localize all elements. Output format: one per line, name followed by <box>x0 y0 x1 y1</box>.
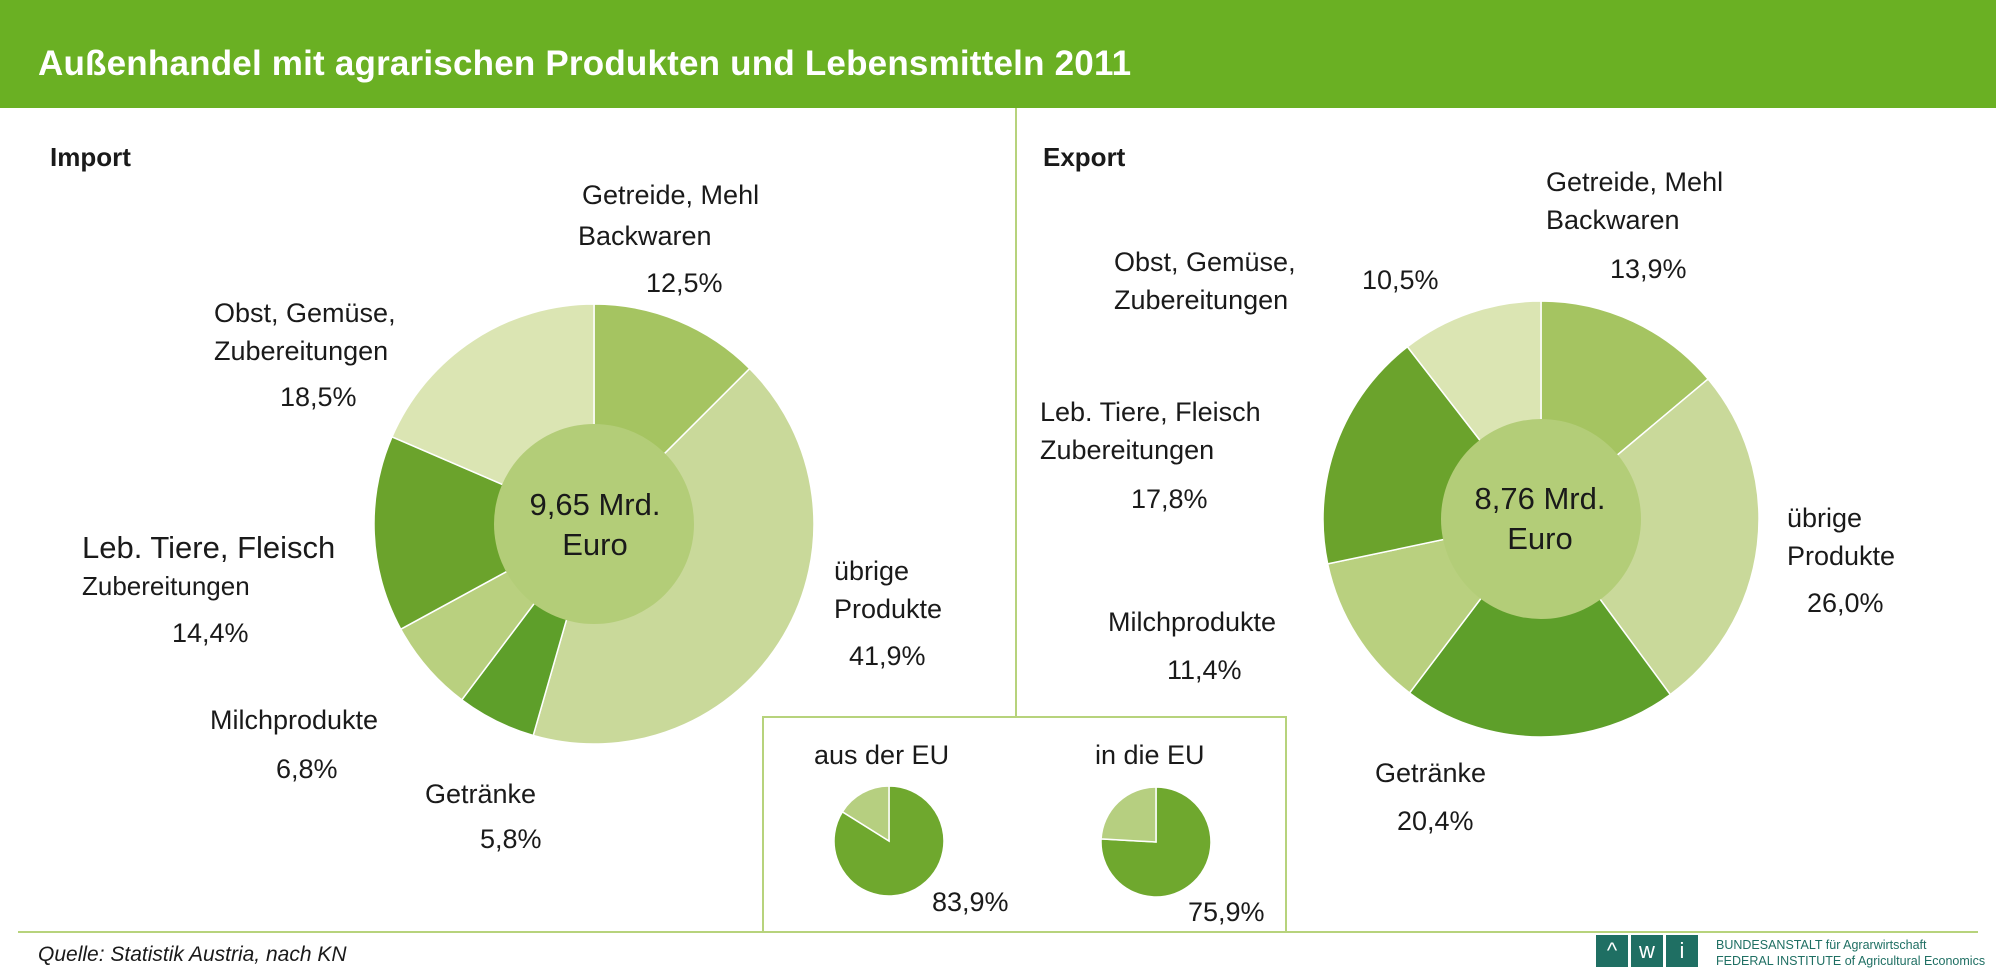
logo-mark-2: w <box>1631 935 1663 967</box>
export-label-obst-line2: Zubereitungen <box>1114 285 1289 315</box>
eu-box-top <box>762 716 1287 718</box>
export-total-label: 8,76 Mrd. Euro <box>1420 479 1660 559</box>
import-label-fleisch-line1: Leb. Tiere, Fleisch <box>82 530 336 565</box>
logo-line2-a: FEDERAL INSTITUTE <box>1716 954 1842 968</box>
export-pct-getreide: 13,9% <box>1610 254 1687 284</box>
eu-import-title: aus der EU <box>814 740 950 770</box>
import-pct-milch: 6,8% <box>276 754 338 784</box>
import-total-unit: Euro <box>562 527 628 562</box>
eu-box-right <box>1285 716 1287 932</box>
eu-export-pie-non-eu <box>1100 786 1157 843</box>
export-label-getreide-line1: Getreide, Mehl <box>1546 167 1724 197</box>
page-title: Außenhandel mit agrarischen Produkten un… <box>38 44 1132 83</box>
export-label-fleisch-line1: Leb. Tiere, Fleisch <box>1040 397 1261 427</box>
import-label-obst-line2: Zubereitungen <box>214 336 389 366</box>
footer-line <box>18 931 1978 933</box>
export-pct-fleisch: 17,8% <box>1131 484 1208 514</box>
import-total-value: 9,65 Mrd. <box>529 487 661 522</box>
import-label-getraenke: Getränke <box>425 779 537 809</box>
import-label-getreide: Getreide, Mehl <box>582 176 759 214</box>
export-slice-getraenke <box>1408 517 1672 738</box>
import-label-getreide-2: Backwaren <box>578 221 712 251</box>
export-label-getraenke: Getränke <box>1375 758 1487 788</box>
export-title: Export <box>1043 142 1126 172</box>
import-label-uebrige-line2: Produkte <box>834 594 943 624</box>
import-slice-fleisch <box>373 435 596 631</box>
export-label-fleisch: Leb. Tiere, Fleisch Zubereitungen <box>1040 393 1261 469</box>
eu-import-pct: 83,9% <box>932 887 1009 917</box>
import-label-obst: Obst, Gemüse, Zubereitungen <box>214 294 396 370</box>
export-pct-obst: 10,5% <box>1362 265 1439 295</box>
export-total-unit: Euro <box>1507 521 1573 556</box>
import-title: Import <box>50 142 131 172</box>
export-label-uebrige: übrige Produkte <box>1787 499 1895 575</box>
import-label-obst-line1: Obst, Gemüse, <box>214 298 396 328</box>
import-pct-getreide: 12,5% <box>646 268 723 298</box>
eu-import-pie-non-eu <box>841 785 890 843</box>
source-note: Quelle: Statistik Austria, nach KN <box>38 943 347 966</box>
logo-line2-b: of Agricultural Economics <box>1844 954 1986 968</box>
import-label-fleisch-line2: Zubereitungen <box>82 571 250 601</box>
import-pct-obst: 18,5% <box>280 382 357 412</box>
export-total-value: 8,76 Mrd. <box>1474 481 1606 516</box>
logo-mark-3: i <box>1666 935 1698 967</box>
import-pct-uebrige: 41,9% <box>849 641 926 671</box>
export-label-getreide-line2: Backwaren <box>1546 205 1680 235</box>
logo-line1-b: für Agrarwirtschaft <box>1825 938 1927 952</box>
eu-box-left <box>762 716 764 932</box>
logo-text: BUNDESANSTALT für Agrarwirtschaft FEDERA… <box>1716 937 1985 969</box>
import-total-label: 9,65 Mrd. Euro <box>475 485 715 565</box>
import-label-fleisch: Leb. Tiere, Fleisch Zubereitungen <box>82 528 335 604</box>
import-label-milch: Milchprodukte <box>210 705 379 735</box>
export-label-milch: Milchprodukte <box>1108 607 1277 637</box>
center-divider <box>1015 108 1017 716</box>
import-label-uebrige-line1: übrige <box>834 556 910 586</box>
export-label-obst: Obst, Gemüse, Zubereitungen <box>1114 243 1296 319</box>
export-label-fleisch-line2: Zubereitungen <box>1040 435 1215 465</box>
export-label-uebrige-line2: Produkte <box>1787 541 1896 571</box>
header-bar: Außenhandel mit agrarischen Produkten un… <box>0 0 1996 108</box>
eu-export-title: in die EU <box>1095 740 1205 770</box>
logo-mark-1: ^ <box>1596 935 1628 967</box>
logo-line1-a: BUNDESANSTALT <box>1716 938 1823 952</box>
eu-export-pct: 75,9% <box>1188 897 1265 927</box>
export-pct-getraenke: 20,4% <box>1397 806 1474 836</box>
export-label-getreide: Getreide, Mehl Backwaren <box>1546 163 1723 239</box>
import-pct-fleisch: 14,4% <box>172 618 249 648</box>
export-slice-center-disc <box>1441 419 1641 619</box>
import-slice-center-disc <box>494 424 694 624</box>
export-pct-milch: 11,4% <box>1167 655 1242 685</box>
export-label-obst-line1: Obst, Gemüse, <box>1114 247 1296 277</box>
import-label-uebrige: übrige Produkte <box>834 552 942 628</box>
export-pct-uebrige: 26,0% <box>1807 588 1884 618</box>
export-slice-uebrige <box>1539 377 1760 696</box>
export-label-uebrige-line1: übrige <box>1787 503 1863 533</box>
import-label-getreide-line1: Getreide, Mehl <box>582 180 760 210</box>
import-pct-getraenke: 5,8% <box>480 824 542 854</box>
